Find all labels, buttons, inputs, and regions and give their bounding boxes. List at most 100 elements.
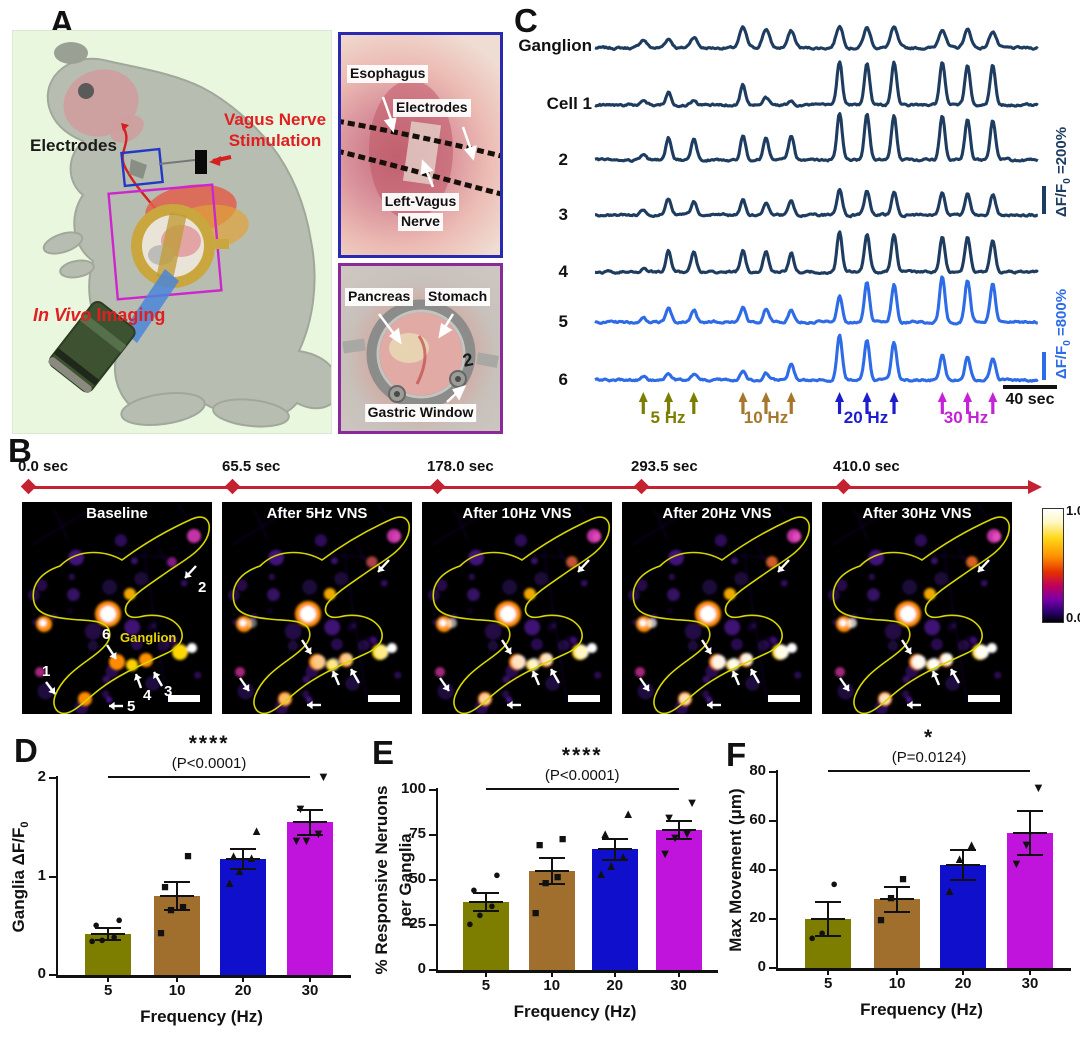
y-tick xyxy=(49,777,58,779)
data-point: ▲ xyxy=(598,826,612,841)
x-axis xyxy=(55,975,351,978)
mouse-front-paw-2 xyxy=(59,259,95,279)
x-tick-label: 20 xyxy=(954,975,972,992)
y-tick-label: 40 xyxy=(749,860,766,877)
frame-20hz: After 20Hz VNS xyxy=(622,502,812,715)
y-tick-label: 1 xyxy=(37,866,46,884)
chart-max-movement: Max Movement (μm) 0 20 40 60 80 ● ● ● 5 ■ ■ ■ 10 ▲ ▲ ▲ 2… xyxy=(720,715,1080,1038)
stim-arrowhead xyxy=(862,392,872,402)
mouse-eye xyxy=(78,83,94,99)
mean-line xyxy=(946,864,981,867)
arrowhead xyxy=(48,687,55,694)
mean-line xyxy=(880,898,915,901)
trace-label-ganglion: Ganglion xyxy=(518,36,592,55)
objective-lens xyxy=(48,300,136,394)
data-point: ■ xyxy=(161,879,169,895)
mouse-front-paw xyxy=(42,231,84,255)
data-point: ▲ xyxy=(604,858,618,874)
arrowhead xyxy=(304,647,312,654)
error-cap-bottom xyxy=(950,878,977,881)
stim-arrowhead xyxy=(638,392,648,402)
sig-pvalue: (P<0.0001) xyxy=(171,755,247,772)
stim-arrowhead xyxy=(937,392,947,402)
ring-tab-left xyxy=(342,338,366,354)
trace-label-cell6: 6 xyxy=(558,370,568,389)
x-tick xyxy=(1028,970,1031,975)
mean-line xyxy=(292,821,327,824)
intensity-colorbar xyxy=(1042,508,1064,623)
data-point: ▲ xyxy=(233,862,246,878)
x-tick xyxy=(176,977,179,982)
mean-line xyxy=(1012,832,1047,835)
x-tick-label: 30 xyxy=(670,977,687,994)
photo-gastric-window: Pancreas Stomach 2 Gastric Window xyxy=(338,263,503,434)
data-point: ▼ xyxy=(299,833,313,849)
timeline-marker xyxy=(633,478,650,495)
stim-arrowhead xyxy=(889,392,899,402)
error-cap-bottom xyxy=(296,834,323,837)
trace-label-cell5: 5 xyxy=(558,312,568,331)
window-tab xyxy=(215,239,229,249)
x-tick-label: 20 xyxy=(606,977,624,994)
timeline-time: 178.0 sec xyxy=(427,458,494,475)
window-metal-ring xyxy=(366,299,476,409)
data-point: ■ xyxy=(531,905,540,921)
data-point: ▲ xyxy=(250,823,263,839)
mean-line xyxy=(597,848,632,851)
y-tick xyxy=(429,834,438,836)
trace-Cell 1 xyxy=(594,60,1039,109)
scalebar-800pct xyxy=(1042,352,1046,380)
arrowhead xyxy=(704,647,712,654)
scale-label-800pct: ΔF/F0 =800% xyxy=(1053,288,1073,380)
y-tick xyxy=(769,771,778,773)
y-tick-label: 25 xyxy=(409,915,426,932)
arrowhead xyxy=(750,669,758,676)
left-vagus-nerve-label: Left-Vagus Nerve xyxy=(341,193,500,231)
data-point: ● xyxy=(818,924,827,940)
x-tick xyxy=(962,970,965,975)
ganglion-outline xyxy=(632,516,810,715)
error-cap-bottom xyxy=(601,859,628,862)
data-point: ■ xyxy=(877,912,885,928)
stim-arrowhead xyxy=(963,392,973,402)
cell-number: 5 xyxy=(127,698,135,714)
bar-20hz xyxy=(940,865,987,968)
sig-line xyxy=(828,770,1030,773)
data-point: ▲ xyxy=(953,851,966,867)
x-tick xyxy=(677,972,680,977)
timeline-time: 293.5 sec xyxy=(631,458,698,475)
sig-line xyxy=(108,776,310,779)
mouse-hind-leg-2 xyxy=(212,398,290,428)
ganglion-image: 1 2 345 6 Ganglion xyxy=(22,502,212,715)
data-point: ● xyxy=(475,907,484,922)
stim-arrowhead xyxy=(988,392,998,402)
mouse-snout-pink xyxy=(110,115,144,143)
y-tick xyxy=(49,974,58,976)
ring-tab-right xyxy=(476,352,499,368)
arrowhead xyxy=(109,701,115,711)
arrowhead xyxy=(950,669,958,676)
stim-arrowhead xyxy=(689,392,699,402)
data-point: ■ xyxy=(887,890,895,906)
colorbar-max: 1.0 xyxy=(1066,503,1080,518)
error-cap-top xyxy=(815,900,842,903)
error-cap-bottom xyxy=(884,910,911,913)
ganglion-outline xyxy=(32,516,210,715)
mouse-ear xyxy=(54,42,88,64)
data-point: ● xyxy=(88,933,97,949)
stim-arrowhead xyxy=(664,392,674,402)
image-scalebar xyxy=(568,695,600,702)
trace-4 xyxy=(594,230,1039,276)
x-axis-label: Frequency (Hz) xyxy=(513,1002,637,1021)
mean-line xyxy=(468,900,503,903)
error-cap-top xyxy=(950,849,977,852)
data-point: ▼ xyxy=(293,800,307,816)
mouse-hind-leg xyxy=(120,392,206,426)
sig-pvalue: (P=0.0124) xyxy=(891,749,967,766)
error-cap-bottom xyxy=(1016,854,1043,857)
data-point: ▼ xyxy=(662,809,676,825)
trace-2 xyxy=(594,112,1039,163)
y-tick xyxy=(429,924,438,926)
x-tick-label: 10 xyxy=(888,975,906,992)
frame-title: After 30Hz VNS xyxy=(862,505,972,522)
